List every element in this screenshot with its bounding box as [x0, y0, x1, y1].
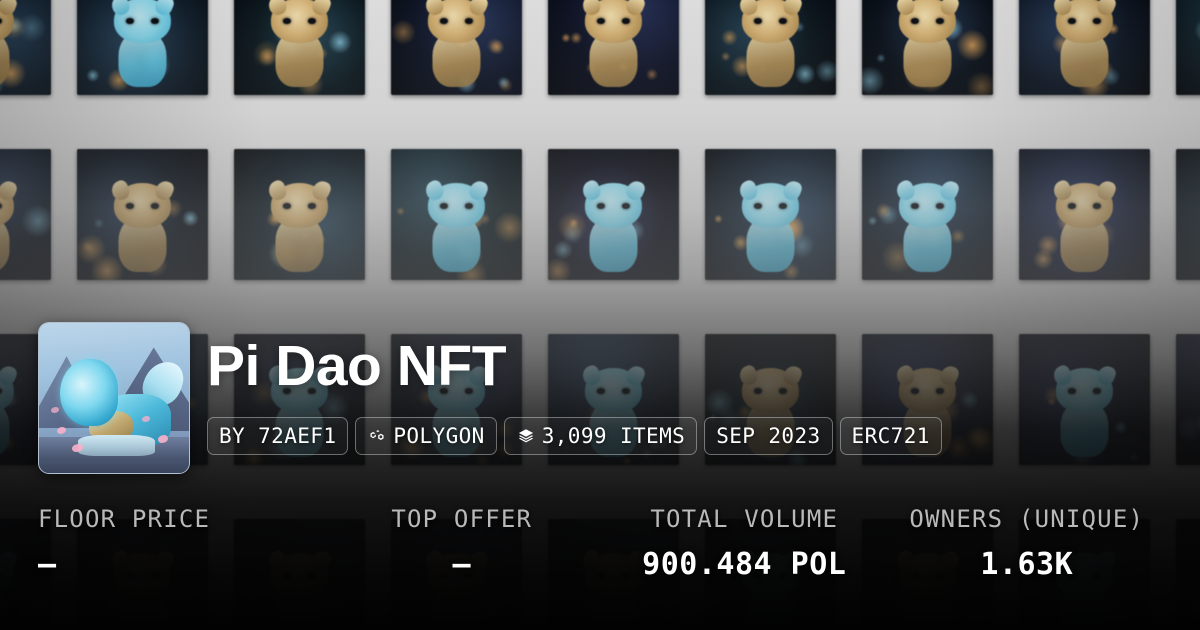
stat-label: FLOOR PRICE [38, 505, 211, 533]
stat-label: TOTAL VOLUME [650, 505, 839, 533]
chip-chain[interactable]: POLYGON [355, 417, 497, 455]
avatar-petal [72, 444, 83, 452]
stat-owners-unique: OWNERS (UNIQUE) 1.63K [886, 505, 1169, 582]
stat-top-offer: TOP OFFER – [321, 505, 604, 582]
stat-total-volume: TOTAL VOLUME 900.484 POL [603, 505, 886, 582]
stat-value: – [38, 547, 57, 582]
layers-icon [516, 427, 536, 445]
collection-stats-row: FLOOR PRICE – TOP OFFER – TOTAL VOLUME 900.48… [38, 505, 1168, 582]
avatar-petal [158, 435, 168, 443]
stat-value: – [452, 547, 472, 582]
stat-label: OWNERS (UNIQUE) [909, 505, 1145, 533]
chip-label: SEP 2023 [716, 424, 821, 448]
chip-label: 3,099 ITEMS [541, 424, 686, 448]
stat-value: 900.484 POL [642, 547, 847, 582]
chip-label: POLYGON [393, 424, 485, 448]
avatar-petal [51, 407, 59, 413]
collection-title: Pi Dao NFT [207, 334, 507, 398]
chip-creator[interactable]: BY 72AEF1 [207, 417, 349, 455]
stat-floor-price: FLOOR PRICE – [38, 505, 321, 582]
chip-items[interactable]: 3,099 ITEMS [503, 417, 698, 455]
metadata-chip-row: BY 72AEF1 POLYGON 3,099 ITEMS SEP 2023 ERC72… [207, 417, 942, 455]
chip-standard[interactable]: ERC721 [839, 417, 942, 455]
avatar-guardian-lion [60, 356, 188, 456]
avatar-lion-legs [77, 435, 156, 456]
avatar-petal [142, 416, 150, 422]
chip-label: ERC721 [851, 424, 930, 448]
stat-value: 1.63K [980, 547, 1074, 582]
stat-label: TOP OFFER [391, 505, 533, 533]
chip-created[interactable]: SEP 2023 [704, 417, 833, 455]
collection-avatar[interactable] [38, 322, 190, 474]
polygon-icon [367, 427, 387, 445]
avatar-lion-mane [60, 359, 118, 426]
chip-label: BY 72AEF1 [219, 424, 337, 448]
avatar-petal [57, 427, 66, 434]
